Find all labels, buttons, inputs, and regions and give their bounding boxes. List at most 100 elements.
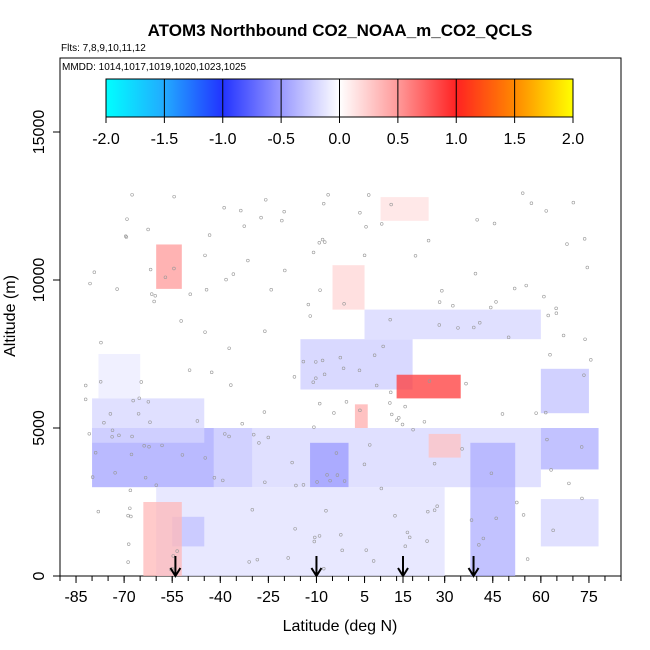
sample-point: [325, 473, 329, 477]
x-tick-label: -85: [64, 589, 87, 606]
sample-point: [554, 311, 559, 315]
sample-point: [110, 435, 114, 439]
sample-point: [589, 358, 593, 362]
sample-point: [472, 325, 476, 330]
sample-point: [506, 335, 511, 340]
sample-point: [269, 288, 273, 292]
sample-point: [160, 443, 164, 448]
sample-point: [544, 209, 548, 213]
sample-point: [529, 201, 534, 205]
sample-point: [231, 272, 236, 276]
sample-point: [102, 421, 106, 425]
sample-point: [542, 294, 546, 299]
sample-point: [148, 267, 153, 272]
sample-point: [128, 488, 133, 493]
sample-point: [422, 420, 427, 424]
sample-point: [113, 471, 117, 475]
sample-point: [212, 476, 217, 480]
sample-point: [432, 461, 437, 466]
sample-point: [374, 383, 379, 388]
sample-point: [426, 509, 430, 514]
sample-point: [400, 422, 405, 427]
x-tick-label: 60: [532, 589, 550, 606]
sample-point: [87, 432, 91, 436]
sample-point: [477, 543, 481, 547]
mmdd-label: MMDD: 1014,1017,1019,1020,1023,1025: [62, 62, 246, 73]
sample-point: [381, 344, 385, 349]
colorbar-tick-label: -2.0: [92, 131, 120, 148]
heatmap-cell: [332, 265, 365, 310]
sample-point: [146, 227, 150, 232]
sample-point: [301, 483, 306, 487]
colorbar-tick-label: 1.0: [445, 131, 467, 148]
heatmap-cell: [98, 354, 141, 399]
heatmap-cell: [300, 339, 413, 390]
sample-point: [227, 346, 231, 350]
sample-point: [492, 221, 497, 226]
sample-point: [413, 254, 418, 258]
sample-point: [247, 560, 251, 564]
sample-point: [317, 534, 322, 538]
sample-point: [335, 473, 340, 477]
sample-point: [99, 340, 103, 345]
sample-point: [229, 383, 233, 387]
sample-point: [255, 557, 260, 562]
sample-point: [332, 411, 336, 415]
colorbar-tick-label: 0.0: [328, 131, 350, 148]
sample-point: [545, 437, 549, 442]
sample-point: [494, 300, 498, 304]
sample-point: [223, 432, 227, 436]
heatmap-cell: [540, 428, 599, 470]
sample-point: [388, 401, 392, 405]
sample-point: [323, 240, 327, 244]
sample-point: [179, 319, 183, 323]
sample-point: [551, 528, 555, 533]
sample-point: [548, 353, 552, 357]
colorbar-tick-label: -0.5: [267, 131, 295, 148]
sample-point: [227, 434, 231, 439]
sample-point: [437, 300, 442, 304]
sample-point: [280, 218, 284, 223]
sample-point: [478, 321, 482, 325]
sample-point: [544, 410, 548, 415]
sample-point: [358, 408, 362, 413]
sample-point: [130, 434, 134, 439]
sample-point: [263, 329, 267, 333]
sample-point: [126, 513, 130, 518]
sample-point: [320, 237, 325, 242]
heatmap-cell: [540, 368, 589, 414]
sample-point: [204, 288, 209, 292]
sample-point: [257, 441, 261, 445]
x-tick-label: -10: [305, 589, 328, 606]
sample-point: [172, 194, 176, 199]
sample-point: [334, 451, 339, 455]
sample-point: [312, 539, 316, 544]
heatmap-cell: [540, 499, 599, 547]
sample-point: [322, 566, 326, 571]
sample-point: [136, 412, 141, 416]
sample-point: [224, 277, 228, 282]
x-tick-label: 45: [484, 589, 502, 606]
sample-point: [152, 299, 156, 304]
heatmap-cell: [213, 428, 253, 488]
sample-point: [390, 412, 394, 417]
sample-point: [403, 404, 407, 409]
sample-point: [464, 381, 468, 386]
sample-point: [521, 513, 526, 517]
sample-point: [427, 379, 432, 383]
colorbar-tick-label: -1.5: [151, 131, 179, 148]
sample-point: [364, 225, 368, 229]
x-tick-label: -40: [209, 589, 232, 606]
sample-point: [372, 353, 377, 357]
sample-point: [262, 410, 267, 414]
sample-point: [567, 481, 571, 486]
sample-point: [579, 445, 584, 449]
sample-point: [515, 500, 519, 505]
sample-point: [411, 427, 415, 432]
sample-point: [456, 326, 460, 330]
sample-point: [259, 215, 263, 220]
sample-point: [180, 453, 185, 457]
sample-point: [110, 428, 115, 432]
sample-point: [475, 218, 479, 222]
sample-point: [318, 401, 322, 406]
